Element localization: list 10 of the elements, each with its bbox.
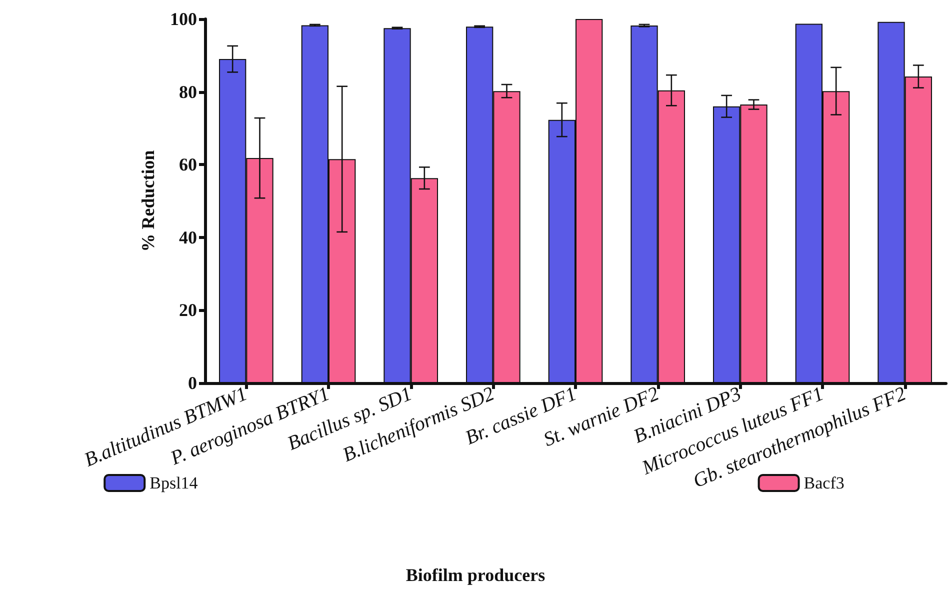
y-tick-label: 0: [188, 373, 197, 393]
y-tick-label: 20: [179, 300, 197, 320]
y-tick-label: 40: [179, 227, 197, 248]
y-tick-label: 100: [170, 9, 197, 29]
y-tick-label: 80: [179, 82, 197, 102]
y-axis-title: % Reduction: [138, 150, 158, 252]
x-axis-title: Biofilm producers: [406, 565, 546, 585]
legend-label: Bpsl14: [150, 474, 198, 492]
y-tick-label: 60: [179, 154, 197, 175]
legend-label: Bacf3: [804, 474, 844, 492]
